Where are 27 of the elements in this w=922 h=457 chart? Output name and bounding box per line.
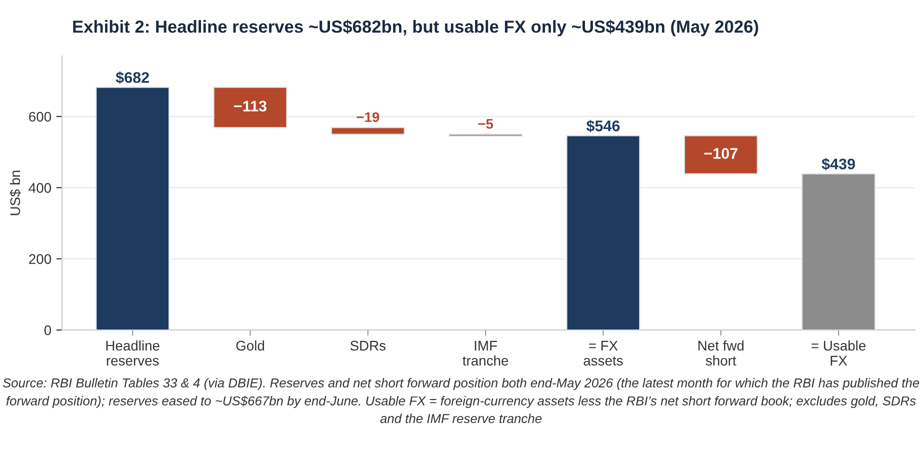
y-axis-title: US$ bn [10,170,21,216]
x-tick-label: Gold [236,340,264,351]
chart-title: Exhibit 2: Headline reserves ~US$682bn, but usable FX only ~US$439bn (May 2026) [73,20,758,36]
x-tick-label: = Usable FX [812,340,866,366]
y-tick-label: 400 [28,182,52,193]
x-tick-label: SDRs [350,340,386,351]
x-tick-label: IMF tranche [462,340,508,366]
data-label: −19 [356,112,380,122]
x-tick-label: Headline reserves [106,340,160,366]
x-tick-label: = FX assets [584,340,623,366]
source-note: Source: RBI Bulletin Tables 33 & 4 (via DBIE). Reserves and net short forward position both end-May 2026 (the latest month for which the RBI has published the forward position); reserves eased to ~US$667bn by end-June. Usable FX = foreign-currency assets less the RBI’s net short forward book; excludes gold, SDRs and the IMF reserve tranche [2,378,920,424]
y-tick-label: 0 [44,325,52,336]
data-label: −113 [234,100,266,112]
y-tick-label: 600 [29,112,52,122]
bar [566,135,640,330]
bar [96,86,170,330]
data-label: $682 [116,71,149,84]
data-label: $439 [822,158,855,170]
bar [213,86,288,128]
bar [801,173,876,330]
bar [330,126,405,135]
bar [684,135,758,174]
y-tick-label: 200 [29,254,52,264]
data-label: −5 [478,119,494,129]
x-tick-label: Net fwd short [698,340,744,366]
data-label: −107 [704,148,738,159]
data-label: $546 [586,120,620,132]
